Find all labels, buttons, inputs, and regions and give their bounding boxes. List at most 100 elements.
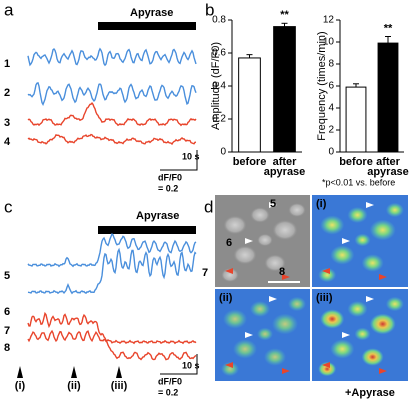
y-tick-label: 10 xyxy=(323,37,335,48)
bar xyxy=(377,42,399,153)
cell xyxy=(318,267,337,283)
trace-label: 7 xyxy=(4,325,10,337)
trace xyxy=(27,133,197,146)
scale-unit: dF/F0 xyxy=(158,172,182,182)
timepoint-label: (iii) xyxy=(111,380,128,392)
cell xyxy=(272,219,298,241)
cell xyxy=(233,245,257,265)
cell-arrow xyxy=(225,268,290,280)
panel-label: b xyxy=(205,0,214,19)
scale-bar xyxy=(160,150,198,171)
cell xyxy=(288,202,306,218)
cell xyxy=(347,301,368,317)
significance: ** xyxy=(384,22,393,34)
cell xyxy=(354,233,371,247)
y-tick-label: 0 xyxy=(328,147,334,158)
cell xyxy=(385,202,404,218)
trace xyxy=(27,329,197,361)
cell xyxy=(330,339,355,359)
cell xyxy=(221,267,239,283)
cell xyxy=(257,233,273,247)
y-tick-label: 0.6 xyxy=(212,48,226,59)
panel-label: c xyxy=(4,197,13,216)
cell-arrow xyxy=(342,202,374,244)
panel-label: d xyxy=(204,197,213,216)
scale-bar xyxy=(160,354,198,375)
cell xyxy=(272,313,298,335)
x-tick-label: after apyrase xyxy=(367,156,409,178)
y-axis-label: Amplitude (dF/F0) xyxy=(210,42,222,130)
cell xyxy=(233,339,257,359)
y-tick-label: 6 xyxy=(328,81,334,92)
trace-label: 1 xyxy=(4,58,10,70)
trace-label: 8 xyxy=(4,342,10,354)
y-axis-label: Frequency (times/min) xyxy=(316,31,328,140)
trace-label: 6 xyxy=(4,306,10,318)
y-tick-label: 2 xyxy=(328,125,334,136)
cell-arrow xyxy=(322,362,387,374)
scale-time: 10 s xyxy=(182,151,200,161)
trace xyxy=(27,233,197,268)
trace xyxy=(27,311,197,345)
cell xyxy=(354,327,371,341)
bar xyxy=(238,57,261,153)
trace xyxy=(27,47,197,67)
cell xyxy=(221,361,239,377)
cell xyxy=(347,207,368,223)
timepoint-label: (ii) xyxy=(67,380,81,392)
cell xyxy=(361,348,384,366)
bar xyxy=(345,86,367,153)
y-tick-label: 0 xyxy=(220,147,226,158)
cell xyxy=(369,313,396,335)
cell xyxy=(330,245,355,265)
trace-label: 3 xyxy=(4,117,10,129)
x-tick-label: before xyxy=(339,156,373,168)
cell-label: 7 xyxy=(202,267,208,279)
y-tick-label: 0.8 xyxy=(212,15,226,26)
x-tick-label: before xyxy=(233,156,267,168)
panel-label: a xyxy=(4,0,14,19)
apyrase-label: Apyrase xyxy=(136,210,179,222)
cell xyxy=(250,207,270,223)
image-grid: (i) (ii) (iii) 5 6 7 8 xyxy=(202,195,408,381)
y-tick-label: 8 xyxy=(328,59,334,70)
cell xyxy=(223,215,247,235)
cell-arrow xyxy=(245,296,277,338)
cell-arrow xyxy=(245,202,277,244)
cell xyxy=(385,296,404,312)
cell-arrow xyxy=(322,268,387,280)
cell-label: 6 xyxy=(226,237,232,249)
scale-amount: = 0.2 xyxy=(158,387,178,397)
apyrase-bar xyxy=(98,22,196,30)
trace xyxy=(27,247,197,295)
cell xyxy=(264,254,286,272)
cell xyxy=(320,309,345,329)
cell xyxy=(369,219,396,241)
cell xyxy=(318,361,337,377)
image-label: (iii) xyxy=(316,292,333,304)
trace-label: 4 xyxy=(4,136,11,148)
trace xyxy=(27,82,197,107)
significance: ** xyxy=(280,9,289,21)
x-tick-label: after apyrase xyxy=(264,156,306,178)
cell xyxy=(361,254,384,272)
image-label: (i) xyxy=(316,198,327,210)
image-label: (ii) xyxy=(219,292,233,304)
trace xyxy=(27,102,197,127)
cell-arrow xyxy=(225,362,290,374)
cell xyxy=(257,327,273,341)
cell-label: 8 xyxy=(279,266,285,278)
cell xyxy=(264,348,286,366)
cell-arrow xyxy=(342,296,374,338)
scale-amount: = 0.2 xyxy=(158,183,178,193)
bar xyxy=(273,26,296,153)
trace-label: 2 xyxy=(4,87,10,99)
cell xyxy=(250,301,270,317)
cell xyxy=(223,309,247,329)
trace-label: 5 xyxy=(4,270,10,282)
y-tick-label: 0.4 xyxy=(212,81,226,92)
y-tick-label: 4 xyxy=(328,103,334,114)
scale-unit: dF/F0 xyxy=(158,376,182,386)
scale-time: 10 s xyxy=(182,360,200,370)
